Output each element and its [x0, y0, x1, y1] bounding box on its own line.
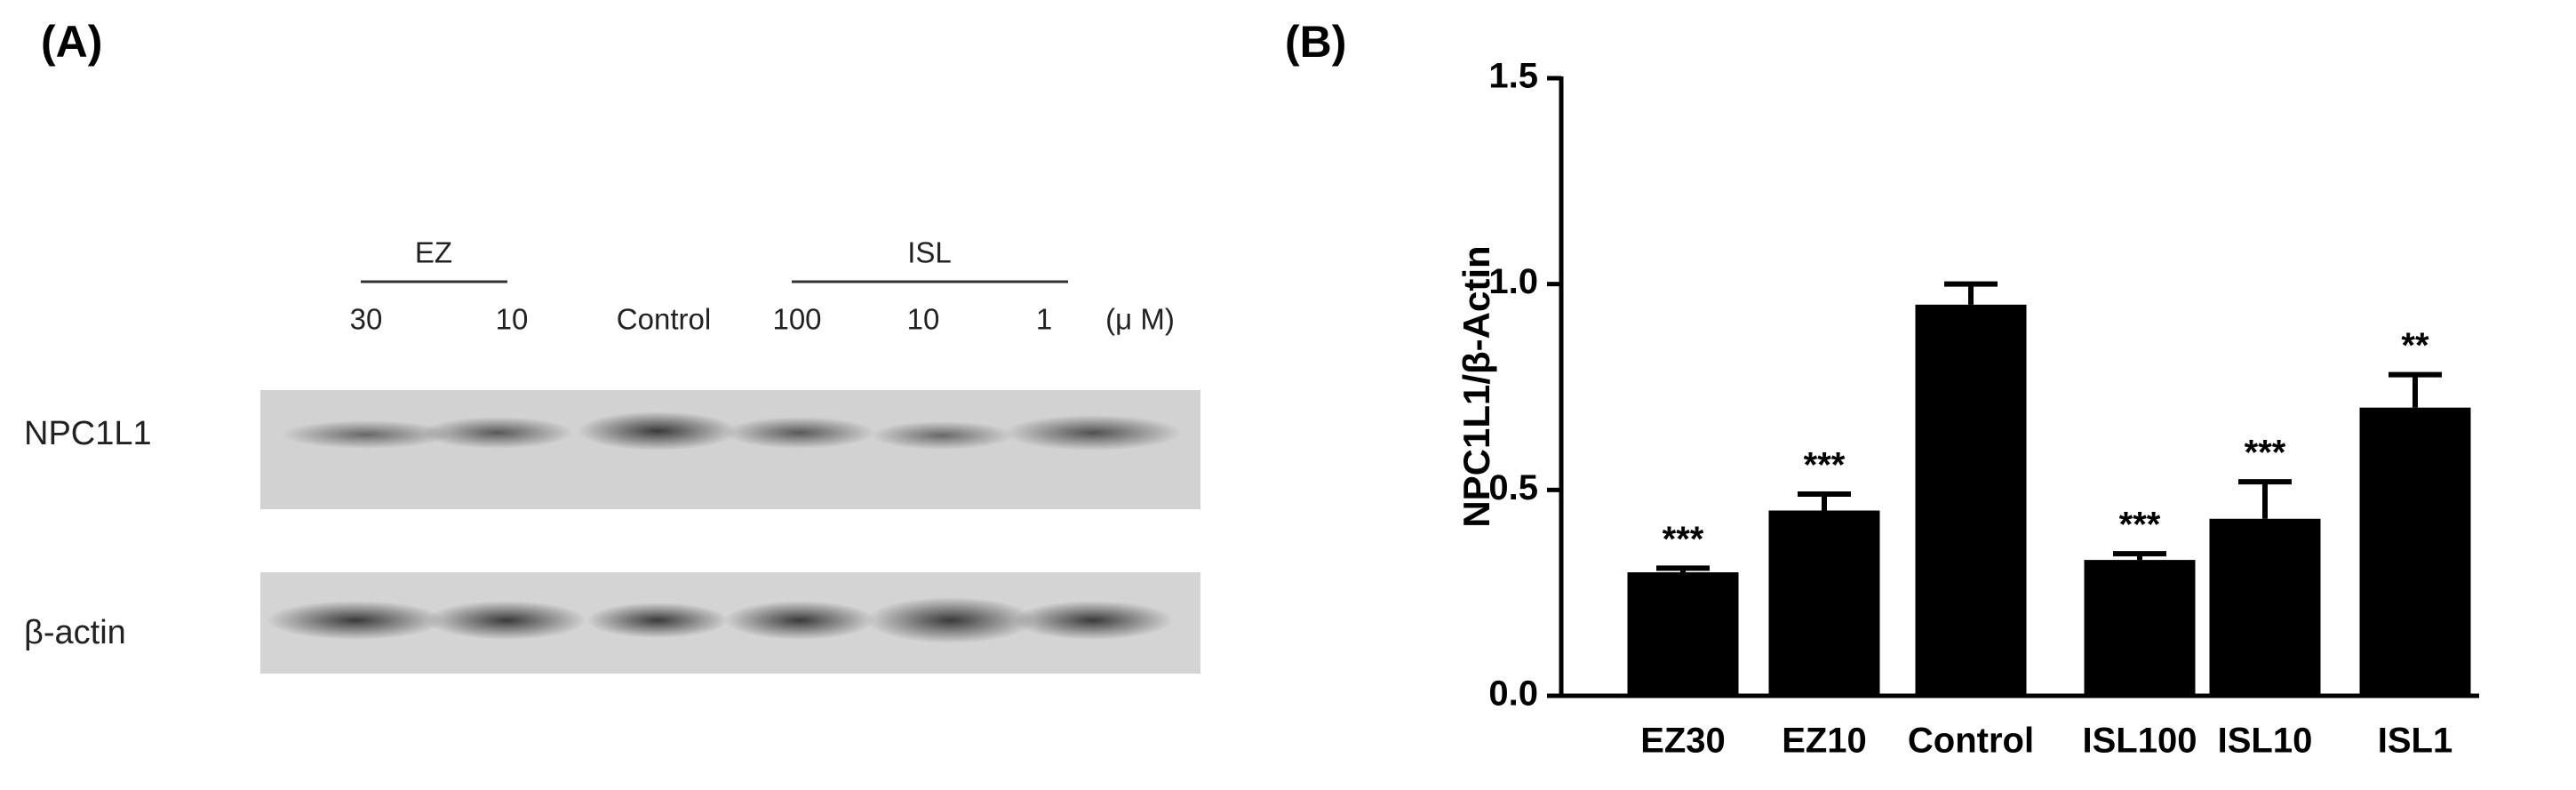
- error-bar: [1944, 281, 1998, 305]
- error-bar: [2389, 371, 2442, 408]
- lane-label: 10: [907, 303, 940, 336]
- y-tick-label: 0.0: [1488, 674, 1538, 714]
- y-tick-label: 1.5: [1488, 57, 1538, 96]
- bar: [1627, 572, 1739, 696]
- lane-label: 10: [496, 303, 529, 336]
- unit-label: (μ M): [1105, 303, 1175, 336]
- y-tick-label: 1.0: [1488, 262, 1538, 301]
- significance: ***: [1663, 520, 1704, 559]
- x-tick-label: EZ30: [1640, 722, 1726, 761]
- lane-label: Control: [617, 303, 711, 336]
- x-tick-label: ISL100: [2083, 722, 2197, 761]
- bar: [1915, 304, 2027, 696]
- significance: **: [2401, 326, 2429, 365]
- error-bar: [2238, 479, 2292, 519]
- significance: ***: [2119, 506, 2161, 545]
- x-tick-label: EZ10: [1782, 722, 1867, 761]
- x-tick-label: ISL10: [2218, 722, 2313, 761]
- bar: [1768, 510, 1880, 696]
- row-label: NPC1L1: [24, 415, 152, 452]
- significance: ***: [1804, 446, 1846, 485]
- bar: [2084, 560, 2196, 696]
- blot: [260, 390, 1200, 674]
- panel-label: (B): [1285, 17, 1346, 67]
- bar: [2209, 518, 2321, 696]
- row-label: β-actin: [24, 614, 126, 651]
- error-bar: [2113, 551, 2166, 561]
- y-axis-label: NPC1L1/β-Actin: [1455, 245, 1497, 527]
- panel-label: (A): [41, 17, 102, 67]
- x-tick-label: Control: [1908, 722, 2034, 761]
- group-label: EZ: [415, 236, 452, 269]
- lane-label: 30: [350, 303, 383, 336]
- group-label: ISL: [907, 236, 952, 269]
- lane-label: 1: [1036, 303, 1052, 336]
- x-tick-label: ISL1: [2378, 722, 2452, 761]
- bar: [2359, 407, 2471, 696]
- lane-label: 100: [772, 303, 821, 336]
- error-bar: [1798, 491, 1851, 511]
- significance: ***: [2245, 434, 2286, 473]
- y-tick-label: 0.5: [1488, 468, 1538, 507]
- error-bar: [1656, 565, 1710, 572]
